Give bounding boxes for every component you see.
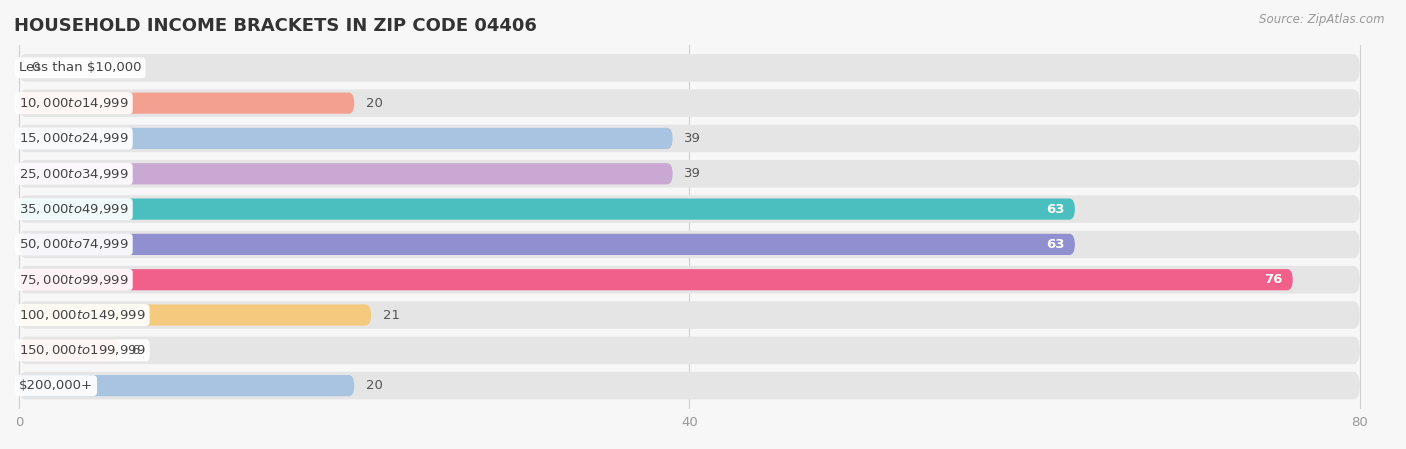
Text: $75,000 to $99,999: $75,000 to $99,999 xyxy=(20,273,129,287)
FancyBboxPatch shape xyxy=(20,195,1360,223)
Text: $35,000 to $49,999: $35,000 to $49,999 xyxy=(20,202,129,216)
FancyBboxPatch shape xyxy=(20,234,1074,255)
FancyBboxPatch shape xyxy=(20,54,1360,82)
Text: $15,000 to $24,999: $15,000 to $24,999 xyxy=(20,132,129,145)
Text: 39: 39 xyxy=(685,132,702,145)
Text: 6: 6 xyxy=(131,344,139,357)
FancyBboxPatch shape xyxy=(20,92,354,114)
FancyBboxPatch shape xyxy=(20,198,1074,220)
FancyBboxPatch shape xyxy=(20,266,1360,294)
Text: 76: 76 xyxy=(1264,273,1282,286)
FancyBboxPatch shape xyxy=(20,375,354,396)
Text: $50,000 to $74,999: $50,000 to $74,999 xyxy=(20,238,129,251)
Text: $100,000 to $149,999: $100,000 to $149,999 xyxy=(20,308,146,322)
FancyBboxPatch shape xyxy=(20,128,672,149)
Text: 63: 63 xyxy=(1046,202,1064,216)
Text: $10,000 to $14,999: $10,000 to $14,999 xyxy=(20,96,129,110)
FancyBboxPatch shape xyxy=(20,372,1360,400)
Text: $25,000 to $34,999: $25,000 to $34,999 xyxy=(20,167,129,181)
FancyBboxPatch shape xyxy=(20,304,371,326)
FancyBboxPatch shape xyxy=(20,160,1360,188)
FancyBboxPatch shape xyxy=(20,301,1360,329)
Text: Source: ZipAtlas.com: Source: ZipAtlas.com xyxy=(1260,13,1385,26)
FancyBboxPatch shape xyxy=(20,337,1360,364)
Text: 63: 63 xyxy=(1046,238,1064,251)
Text: $200,000+: $200,000+ xyxy=(20,379,93,392)
Text: Less than $10,000: Less than $10,000 xyxy=(20,62,142,75)
Text: $150,000 to $199,999: $150,000 to $199,999 xyxy=(20,343,146,357)
Text: 21: 21 xyxy=(382,308,399,321)
FancyBboxPatch shape xyxy=(20,163,672,185)
Text: 39: 39 xyxy=(685,167,702,180)
FancyBboxPatch shape xyxy=(20,89,1360,117)
Text: 0: 0 xyxy=(31,62,39,75)
FancyBboxPatch shape xyxy=(20,340,120,361)
Text: 20: 20 xyxy=(366,97,382,110)
Text: 20: 20 xyxy=(366,379,382,392)
FancyBboxPatch shape xyxy=(20,125,1360,152)
FancyBboxPatch shape xyxy=(20,269,1292,291)
Text: HOUSEHOLD INCOME BRACKETS IN ZIP CODE 04406: HOUSEHOLD INCOME BRACKETS IN ZIP CODE 04… xyxy=(14,17,537,35)
FancyBboxPatch shape xyxy=(20,231,1360,258)
